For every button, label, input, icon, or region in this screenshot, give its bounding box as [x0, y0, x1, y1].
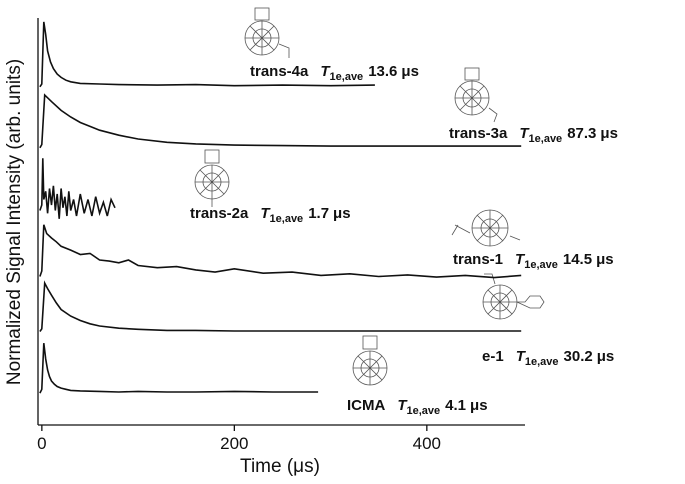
- tau-subscript: 1e,ave: [407, 405, 441, 417]
- trace-label: e-1 T1e,ave 30.2 μs: [482, 348, 614, 368]
- x-tick-label: 400: [413, 434, 441, 453]
- tau-symbol: T: [515, 251, 526, 268]
- x-axis-label: Time (μs): [240, 456, 320, 477]
- trace-label: ICMA T1e,ave 4.1 μs: [347, 397, 488, 417]
- tau-value: 1.7: [308, 205, 329, 222]
- tau-unit: μs: [333, 205, 351, 222]
- series-name: ICMA: [347, 397, 385, 414]
- trace: [39, 158, 116, 219]
- tau-subscript: 1e,ave: [330, 71, 364, 83]
- tau-symbol: T: [519, 125, 530, 142]
- tau-value: 4.1: [445, 397, 466, 414]
- trace-label: trans-4a T1e,ave 13.6 μs: [250, 63, 419, 83]
- trace: [39, 21, 375, 88]
- tau-value: 87.3: [567, 125, 596, 142]
- tau-value: 13.6: [368, 63, 397, 80]
- series-name: trans-3a: [449, 125, 508, 142]
- series-name: trans-2a: [190, 205, 249, 222]
- trace: [39, 280, 522, 332]
- molecule-icons: [194, 7, 545, 386]
- trace: [39, 93, 522, 149]
- tau-symbol: T: [397, 397, 408, 414]
- trace-label: trans-1 T1e,ave 14.5 μs: [453, 251, 614, 271]
- tau-subscript: 1e,ave: [524, 259, 558, 271]
- tau-subscript: 1e,ave: [270, 213, 304, 225]
- tau-unit: μs: [401, 63, 419, 80]
- series-name: trans-1: [453, 251, 503, 268]
- tau-unit: μs: [470, 397, 488, 414]
- tau-unit: μs: [597, 348, 615, 365]
- tau-subscript: 1e,ave: [525, 356, 559, 368]
- tau-value: 14.5: [563, 251, 592, 268]
- x-tick-label: 200: [220, 434, 248, 453]
- series-name: e-1: [482, 348, 504, 365]
- trace-label: trans-2a T1e,ave 1.7 μs: [190, 205, 351, 225]
- tau-subscript: 1e,ave: [529, 133, 563, 145]
- tau-unit: μs: [600, 125, 618, 142]
- trace-label: trans-3a T1e,ave 87.3 μs: [449, 125, 618, 145]
- trace: [39, 343, 319, 394]
- tau-value: 30.2: [564, 348, 593, 365]
- x-tick-label: 0: [37, 434, 46, 453]
- y-axis-label: Normalized Signal Intensity (arb. units): [4, 59, 25, 385]
- tau-symbol: T: [320, 63, 331, 80]
- trace: [39, 224, 522, 279]
- series-name: trans-4a: [250, 63, 309, 80]
- tau-unit: μs: [596, 251, 614, 268]
- tau-symbol: T: [260, 205, 271, 222]
- tau-symbol: T: [516, 348, 527, 365]
